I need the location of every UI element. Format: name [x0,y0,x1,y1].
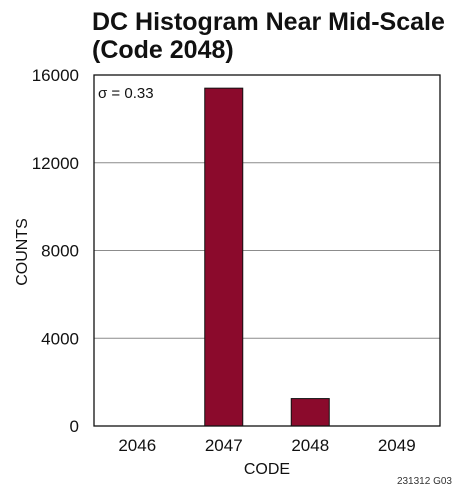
sigma-annotation: σ = 0.33 [98,85,154,102]
bar-code-2048 [290,398,330,427]
figure-id: 231312 G03 [397,476,452,487]
x-tick-label: 2048 [291,436,329,455]
plot-frame [93,74,441,427]
y-tick-label: 0 [70,417,79,436]
grid-lines [94,162,440,339]
x-tick-labels: 2046 2047 2048 2049 [118,436,415,455]
x-tick-label: 2047 [205,436,243,455]
y-tick-label: 12000 [32,154,79,173]
bar-code-2047 [204,87,244,427]
x-tick-label: 2046 [118,436,156,455]
y-tick-labels: 0 4000 8000 12000 16000 [32,66,79,436]
y-tick-label: 8000 [41,242,79,261]
x-axis-label: CODE [244,461,290,478]
chart-title-line-2: (Code 2048) [92,36,234,64]
x-tick-label: 2049 [378,436,416,455]
y-axis-label: COUNTS [14,218,31,286]
y-tick-label: 16000 [32,66,79,85]
chart-title-line-1: DC Histogram Near Mid-Scale [92,8,445,36]
y-tick-label: 4000 [41,329,79,348]
bars [204,87,330,427]
